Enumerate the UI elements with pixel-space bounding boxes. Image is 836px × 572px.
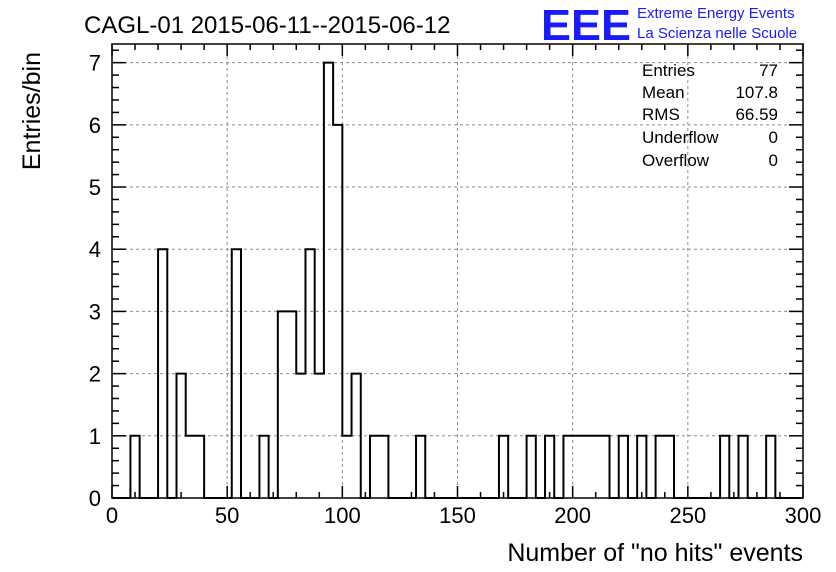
histogram-bin	[259, 436, 268, 498]
histogram-bin	[586, 436, 595, 498]
y-tick-label: 4	[89, 237, 101, 262]
histogram-bin	[739, 436, 748, 498]
stat-label-entries: Entries	[642, 61, 695, 80]
histogram-bin	[766, 436, 775, 498]
chart-title: CAGL-01 2015-06-11--2015-06-12	[84, 12, 450, 39]
y-tick-label: 6	[89, 113, 101, 138]
histogram-bin	[494, 436, 503, 498]
y-tick-label: 2	[89, 362, 101, 387]
x-tick-label: 200	[554, 503, 591, 528]
histogram-bin	[637, 436, 646, 498]
histogram-bin	[715, 436, 724, 498]
x-tick-label: 0	[106, 503, 118, 528]
histogram-bin	[227, 249, 236, 498]
histogram-bin	[130, 436, 139, 498]
histogram-bin	[375, 436, 384, 498]
histogram-bin	[545, 436, 554, 498]
stat-value-entries: 77	[759, 61, 778, 80]
x-tick-label: 150	[439, 503, 476, 528]
eee-logo: EEE Extreme Energy Events La Scienza nel…	[541, 1, 797, 50]
histogram-bin	[186, 436, 195, 498]
logo-line1: Extreme Energy Events	[637, 5, 795, 22]
logo-mark: EEE	[541, 1, 631, 50]
histogram-bin	[651, 436, 660, 498]
histogram-bin	[287, 311, 296, 498]
stat-value-rms: 66.59	[735, 105, 778, 124]
stat-value-overflow: 0	[769, 151, 778, 170]
grid-lines	[112, 44, 803, 498]
x-tick-label: 250	[669, 503, 706, 528]
histogram-bin	[273, 311, 282, 498]
histogram-bin	[352, 374, 361, 498]
histogram-bin	[411, 436, 420, 498]
y-tick-label: 3	[89, 299, 101, 324]
stat-label-rms: RMS	[642, 105, 680, 124]
y-axis-title: Entries/bin	[18, 52, 46, 170]
y-tick-label: 7	[89, 51, 101, 76]
histogram-bin	[319, 63, 328, 498]
histogram-bin	[195, 436, 204, 498]
histogram-bin	[158, 249, 167, 498]
x-tick-label: 100	[324, 503, 361, 528]
stat-value-mean: 107.8	[735, 83, 778, 102]
histogram-bin	[577, 436, 586, 498]
x-tick-label: 300	[785, 503, 822, 528]
y-tick-label: 1	[89, 424, 101, 449]
stat-label-underflow: Underflow	[642, 128, 719, 147]
stats-box: Entries 77 Mean 107.8 RMS 66.59 Underflo…	[642, 61, 778, 170]
x-axis-title: Number of "no hits" events	[507, 539, 803, 567]
stat-value-underflow: 0	[769, 128, 778, 147]
histogram-bin	[559, 436, 568, 498]
y-tick-label: 5	[89, 175, 101, 200]
x-tick-label: 50	[215, 503, 239, 528]
stat-label-mean: Mean	[642, 83, 685, 102]
stat-label-overflow: Overflow	[642, 151, 710, 170]
histogram-bin	[342, 436, 351, 498]
histogram-bin	[614, 436, 623, 498]
histogram-bin	[522, 436, 531, 498]
histogram-bin	[365, 436, 374, 498]
logo-line2: La Scienza nelle Scuole	[637, 25, 797, 42]
histogram-bin	[596, 436, 605, 498]
histogram-bin	[172, 374, 181, 498]
histogram-bin	[665, 436, 674, 498]
axis-ticks: 0 50 100 150 200 250 300 0 1 2 3 4 5 6 7	[89, 44, 822, 528]
histogram-bin	[305, 249, 314, 498]
histogram-bin	[333, 125, 342, 498]
y-tick-label: 0	[89, 486, 101, 511]
